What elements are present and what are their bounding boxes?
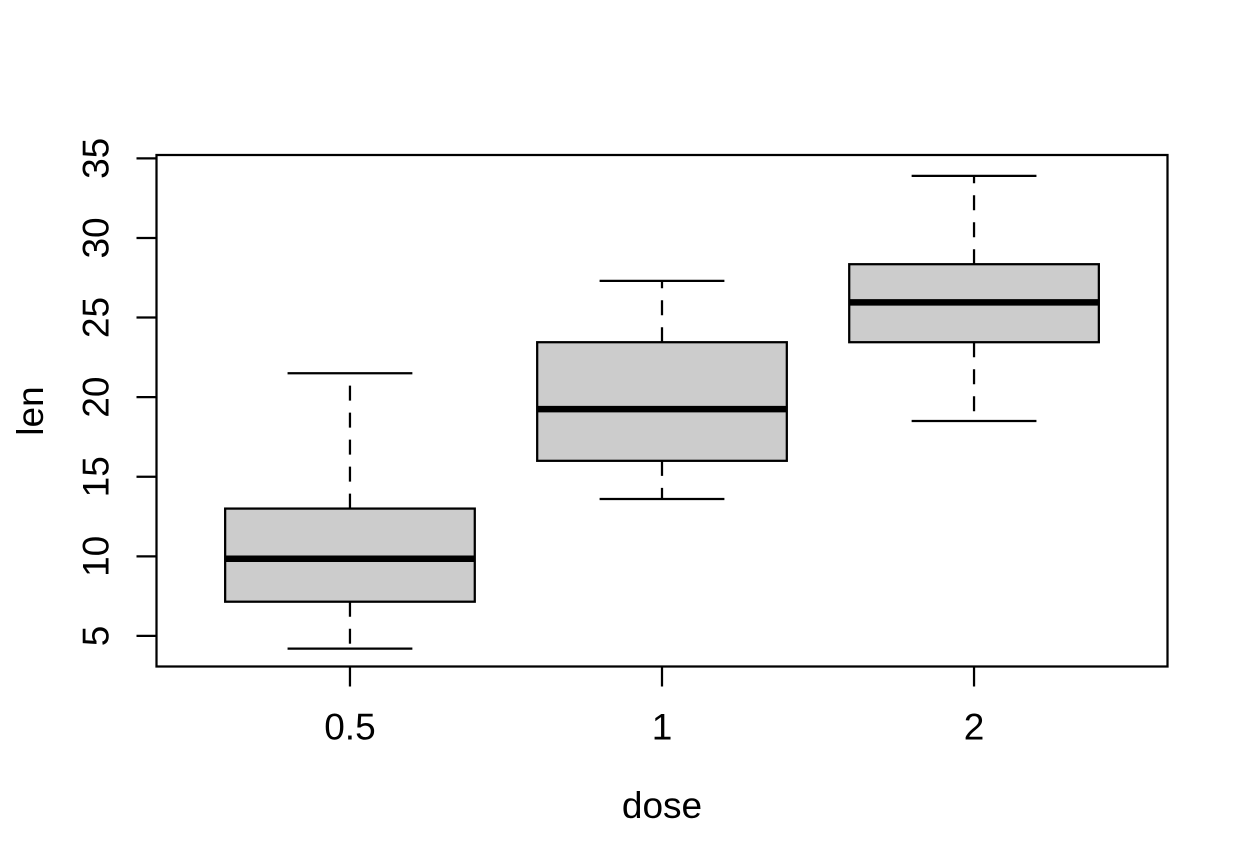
x-axis-label: dose — [621, 785, 703, 826]
x-axis: 0.5 1 2 — [324, 666, 985, 748]
x-tick-label: 2 — [964, 707, 985, 748]
x-tick-label: 1 — [652, 707, 673, 748]
iqr-box — [536, 341, 788, 462]
box-group-dose-1 — [536, 279, 788, 501]
y-tick-label: 35 — [76, 138, 117, 179]
y-tick-label: 10 — [76, 536, 117, 577]
y-tick-label: 25 — [76, 297, 117, 338]
box-group-dose-0.5 — [224, 372, 476, 650]
iqr-box — [224, 507, 476, 603]
y-tick-label: 30 — [76, 217, 117, 258]
y-tick-label: 15 — [76, 456, 117, 497]
x-tick-label: 0.5 — [324, 707, 375, 748]
y-tick-label: 5 — [76, 626, 117, 647]
y-axis-label: len — [10, 386, 51, 436]
y-axis: 5 10 15 20 25 30 35 — [76, 138, 157, 646]
y-tick-label: 20 — [76, 377, 117, 418]
box-group-dose-2 — [848, 174, 1100, 423]
